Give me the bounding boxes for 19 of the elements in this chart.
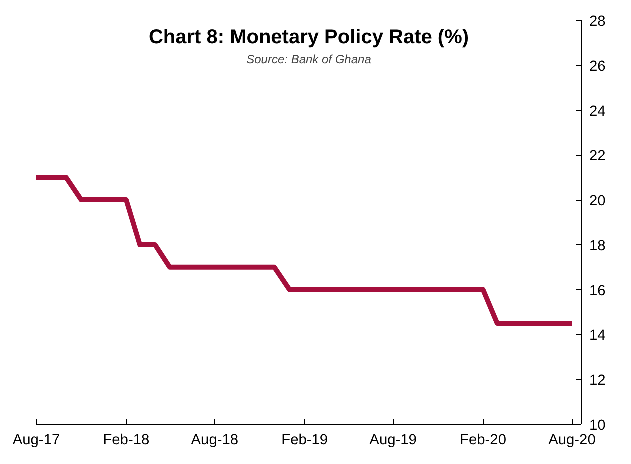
y-tick-label: 12 <box>590 373 606 390</box>
y-tick-label: 28 <box>590 14 606 30</box>
x-tick-label: Feb-19 <box>282 432 328 448</box>
x-tick-label: Feb-18 <box>103 432 150 448</box>
y-tick-label: 20 <box>590 194 606 210</box>
y-tick-label: 14 <box>590 328 606 344</box>
y-tick-label: 18 <box>590 238 606 254</box>
annotation: Source: Bank of Ghana <box>246 52 372 66</box>
y-tick-label: 26 <box>590 58 606 75</box>
x-tick-label: Feb-20 <box>460 432 506 448</box>
y-tick-label: 22 <box>590 148 606 165</box>
y-tick-label: 24 <box>590 104 606 120</box>
x-tick-label: Aug-17 <box>12 432 60 448</box>
x-tick-label: Aug-20 <box>548 432 596 448</box>
y-tick-label: 10 <box>590 418 606 434</box>
x-tick-label: Aug-18 <box>191 432 239 448</box>
chart-title: Chart 8: Monetary Policy Rate (%) <box>148 26 470 48</box>
x-tick-label: Aug-19 <box>370 432 417 448</box>
y-tick-label: 16 <box>590 283 606 300</box>
